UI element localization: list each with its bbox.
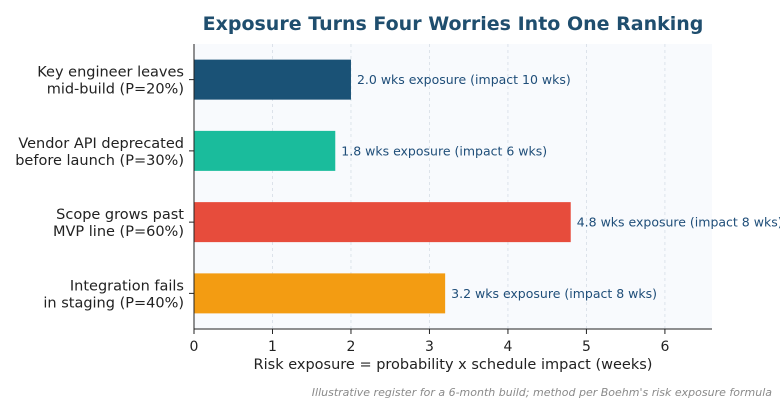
category-label: Scope grows past [56,207,184,223]
x-tick-label: 3 [425,339,434,355]
category-label: Vendor API deprecated [18,136,184,152]
category-label: before launch (P=30%) [15,153,184,169]
category-label: MVP line (P=60%) [53,224,184,240]
data-label: 1.8 wks exposure (impact 6 wks) [341,143,547,158]
x-tick-label: 0 [190,339,199,355]
data-label: 3.2 wks exposure (impact 8 wks) [451,286,657,301]
chart-title: Exposure Turns Four Worries Into One Ran… [203,13,704,35]
x-tick-label: 6 [660,339,669,355]
footnote: Illustrative register for a 6-month buil… [312,386,772,399]
bar [194,130,336,171]
category-label: Integration fails [70,278,184,294]
data-label: 4.8 wks exposure (impact 8 wks) [577,215,780,230]
data-label: 2.0 wks exposure (impact 10 wks) [357,72,571,87]
x-tick-label: 5 [582,339,591,355]
category-label: mid-build (P=20%) [47,82,184,98]
x-axis-ticks: 0 1 2 3 4 5 6 [190,329,669,355]
category-label: in staging (P=40%) [43,295,184,311]
x-tick-label: 2 [347,339,356,355]
bar [194,202,571,243]
bar [194,59,351,100]
x-tick-label: 4 [503,339,512,355]
category-label: Key engineer leaves [37,65,184,81]
bar [194,273,446,314]
bars [194,59,571,314]
x-axis-label: Risk exposure = probability x schedule i… [254,357,653,373]
x-tick-label: 1 [268,339,277,355]
data-labels: 2.0 wks exposure (impact 10 wks) 1.8 wks … [341,72,780,301]
